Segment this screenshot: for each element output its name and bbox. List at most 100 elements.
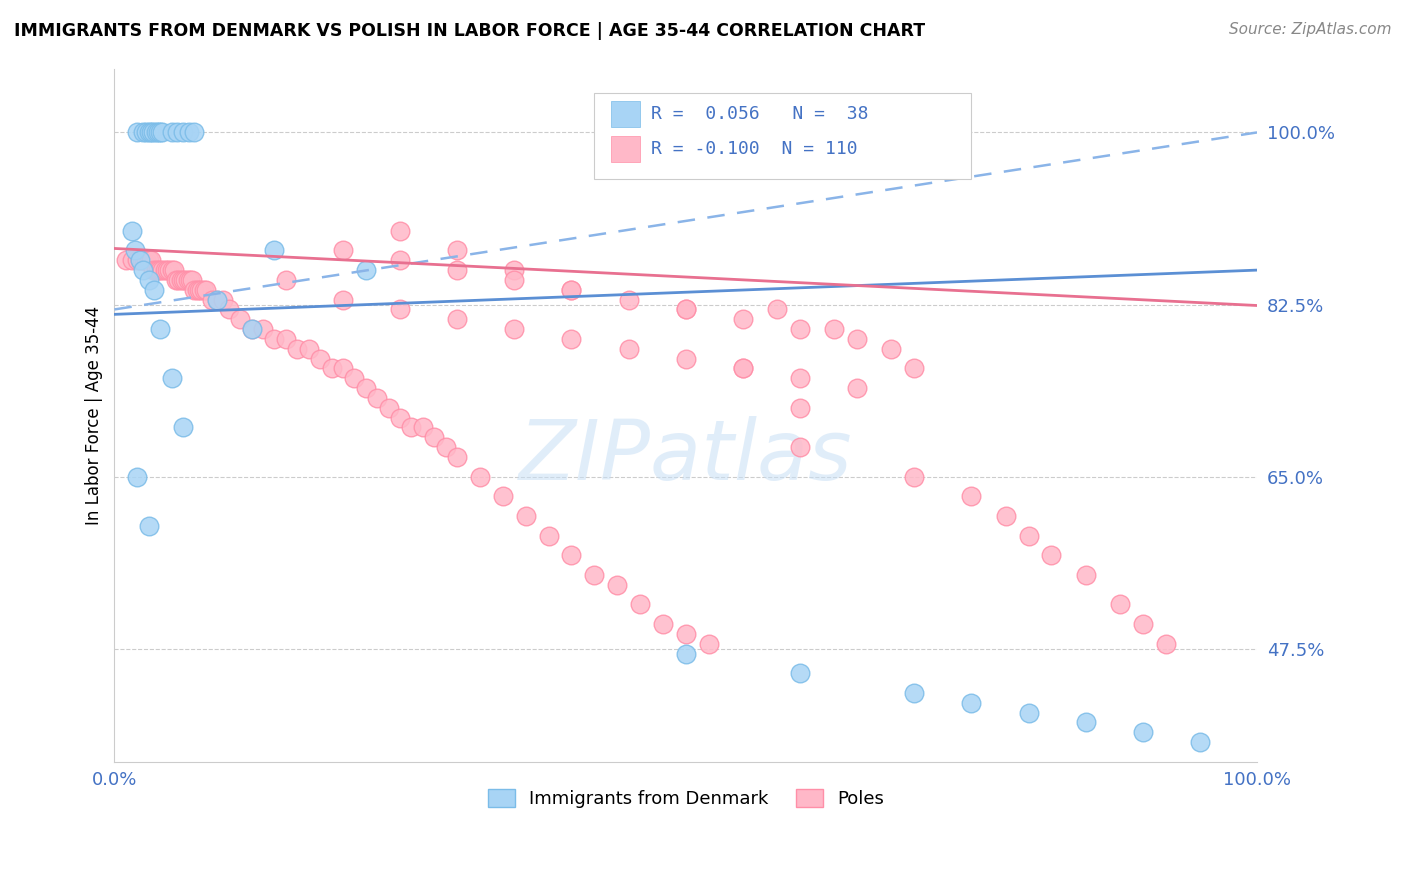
Point [156, 263, 179, 277]
Point [138, 518, 160, 533]
Point [157, 263, 180, 277]
Point [145, 125, 167, 139]
Point [127, 469, 149, 483]
Point [1074, 568, 1097, 582]
Point [183, 283, 205, 297]
Point [503, 273, 526, 287]
Point [172, 125, 194, 139]
Point [731, 361, 754, 376]
Point [617, 293, 640, 307]
Point [789, 440, 811, 454]
Point [389, 302, 412, 317]
Point [446, 244, 468, 258]
Point [697, 637, 720, 651]
Point [880, 342, 903, 356]
Point [960, 696, 983, 710]
Point [766, 302, 789, 317]
Point [401, 420, 423, 434]
Point [675, 302, 697, 317]
Point [1018, 528, 1040, 542]
Text: IMMIGRANTS FROM DENMARK VS POLISH IN LABOR FORCE | AGE 35-44 CORRELATION CHART: IMMIGRANTS FROM DENMARK VS POLISH IN LAB… [14, 22, 925, 40]
Legend: Immigrants from Denmark, Poles: Immigrants from Denmark, Poles [481, 781, 891, 815]
Point [263, 244, 285, 258]
Point [389, 224, 412, 238]
Point [131, 253, 153, 268]
Point [138, 253, 160, 268]
Point [149, 125, 172, 139]
Point [212, 293, 235, 307]
Point [145, 263, 167, 277]
Point [583, 568, 606, 582]
Point [207, 293, 229, 307]
Point [675, 351, 697, 366]
Point [121, 224, 143, 238]
Point [160, 263, 183, 277]
Point [298, 342, 321, 356]
Point [628, 598, 651, 612]
Point [139, 125, 162, 139]
Point [165, 273, 187, 287]
Point [167, 273, 190, 287]
Point [389, 253, 412, 268]
Point [446, 312, 468, 326]
Point [132, 263, 155, 277]
Point [651, 617, 673, 632]
Point [789, 322, 811, 336]
Point [1132, 617, 1154, 632]
Point [903, 361, 925, 376]
Point [152, 125, 174, 139]
Point [731, 312, 754, 326]
Point [177, 125, 200, 139]
Point [1109, 598, 1132, 612]
Point [121, 253, 143, 268]
Point [142, 125, 165, 139]
Point [446, 450, 468, 464]
FancyBboxPatch shape [595, 93, 972, 179]
Point [160, 125, 183, 139]
Text: ZIPatlas: ZIPatlas [519, 417, 852, 497]
Point [515, 508, 537, 523]
Point [142, 263, 165, 277]
Point [163, 263, 186, 277]
Point [200, 293, 222, 307]
Point [127, 253, 149, 268]
Point [139, 253, 162, 268]
Point [135, 253, 157, 268]
Point [675, 302, 697, 317]
Point [789, 401, 811, 415]
Point [146, 263, 169, 277]
Point [1188, 735, 1211, 749]
Point [274, 332, 297, 346]
Point [274, 273, 297, 287]
Point [309, 351, 332, 366]
FancyBboxPatch shape [612, 136, 640, 162]
Point [149, 322, 172, 336]
Point [229, 312, 252, 326]
Point [160, 371, 183, 385]
Point [1040, 549, 1063, 563]
Point [179, 273, 201, 287]
Point [172, 420, 194, 434]
Point [332, 293, 354, 307]
Point [560, 549, 582, 563]
Point [138, 273, 160, 287]
Point [332, 361, 354, 376]
Point [846, 381, 869, 395]
Point [389, 410, 412, 425]
Point [366, 391, 388, 405]
Point [434, 440, 457, 454]
Point [1074, 715, 1097, 730]
Point [537, 528, 560, 542]
Point [903, 686, 925, 700]
Point [176, 273, 198, 287]
Point [823, 322, 845, 336]
Point [190, 283, 212, 297]
Y-axis label: In Labor Force | Age 35-44: In Labor Force | Age 35-44 [86, 306, 103, 524]
Point [1018, 706, 1040, 720]
Point [503, 263, 526, 277]
Point [675, 627, 697, 641]
Point [218, 302, 240, 317]
Point [128, 253, 150, 268]
Point [186, 283, 208, 297]
Point [377, 401, 399, 415]
